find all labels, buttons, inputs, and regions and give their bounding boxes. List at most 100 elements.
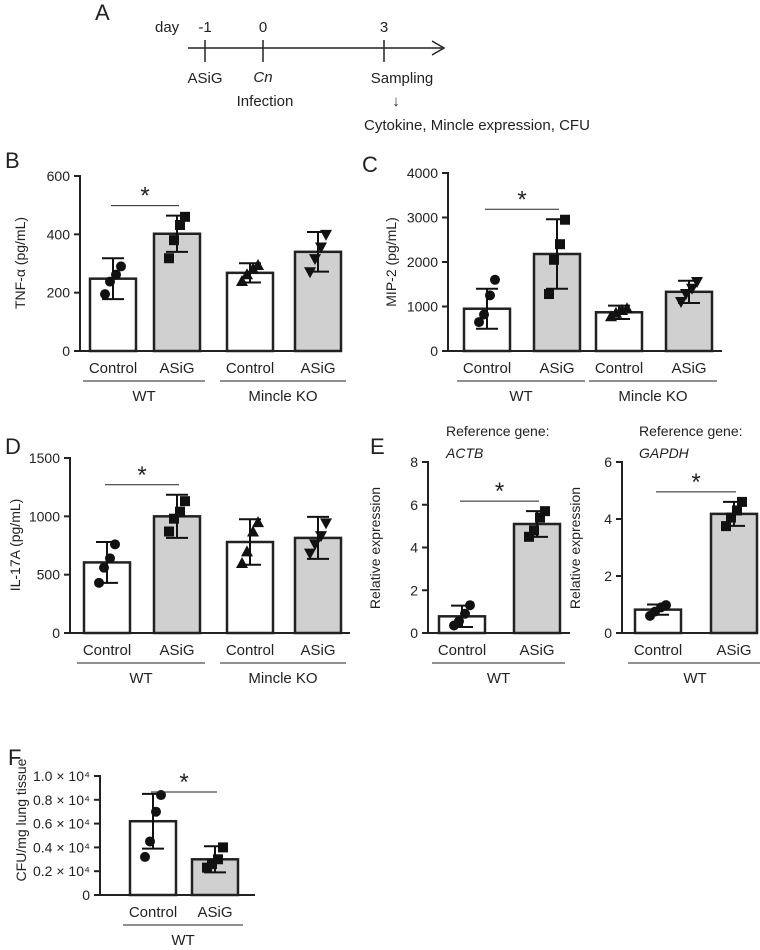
timeline-asig-label: ASiG <box>187 70 222 87</box>
data-point <box>207 859 217 870</box>
y-tick-label: 8 <box>410 454 418 470</box>
data-point <box>320 229 332 241</box>
y-axis-label: MIP-2 (pg/mL) <box>383 217 399 306</box>
data-point <box>164 253 174 264</box>
x-category-label: Control <box>595 360 643 377</box>
data-point <box>252 258 264 270</box>
data-point <box>111 269 121 280</box>
data-point <box>555 239 565 250</box>
chart-title-line1: Reference gene: <box>446 423 550 439</box>
group-label: WT <box>132 388 155 405</box>
y-tick-label: 6 <box>410 497 418 513</box>
panel-label-e: E <box>370 434 385 459</box>
bar-1 <box>709 512 759 635</box>
bar-1 <box>152 232 202 353</box>
x-category-label: ASiG <box>159 642 194 659</box>
data-point <box>241 268 253 280</box>
group-label: Mincle KO <box>248 670 317 687</box>
data-point <box>732 505 742 516</box>
data-point <box>454 616 464 627</box>
data-point <box>180 496 190 507</box>
timeline-day0: 0 <box>259 19 267 36</box>
group-label: WT <box>487 670 510 687</box>
x-category-label: Control <box>226 642 274 659</box>
timeline-day-minus1: -1 <box>198 19 211 36</box>
y-tick-label: 200 <box>47 285 71 301</box>
x-category-label: ASiG <box>539 360 574 377</box>
chart-title-line2: GAPDH <box>639 445 690 461</box>
data-point <box>686 283 698 295</box>
x-category-label: Control <box>83 642 131 659</box>
significance-star: * <box>140 183 149 210</box>
data-point <box>490 274 500 285</box>
data-point <box>156 790 166 801</box>
x-category-label: Control <box>89 360 137 377</box>
y-tick-label: 4 <box>410 540 418 556</box>
data-point <box>315 531 327 543</box>
group-label: Mincle KO <box>248 388 317 405</box>
y-axis-label: Relative expression <box>567 487 583 609</box>
y-tick-label: 1500 <box>29 450 60 466</box>
bar-2 <box>225 271 275 353</box>
x-category-label: ASiG <box>159 360 194 377</box>
chart-c: 0 1000 2000 3000 4000 MIP-2 (pg/mL) Control ASi… <box>383 165 722 405</box>
data-point <box>105 276 115 287</box>
x-category-label: ASiG <box>519 642 554 659</box>
chart-d: 0 500 1000 1500 IL-17A (pg/mL) Control ASiG Con… <box>7 450 350 687</box>
data-point <box>169 235 179 246</box>
x-category-label: ASiG <box>300 642 335 659</box>
timeline-infection-label: Infection <box>237 93 294 110</box>
x-category-label: ASiG <box>197 904 232 921</box>
data-point <box>236 557 248 568</box>
chart-f: 0 0.2 × 10⁴ 0.4 × 10⁴ 0.6 × 10⁴ 0.8 × 10⁴ 1.0… <box>13 758 255 949</box>
y-tick-label: 0 <box>410 625 418 641</box>
y-tick-label: 4 <box>604 511 612 527</box>
x-category-label: ASiG <box>716 642 751 659</box>
chart-b: 0 200 400 600 TNF-α (pg/mL) Control ASiG Contro… <box>12 168 346 405</box>
timeline-day3: 3 <box>380 19 388 36</box>
data-point <box>726 512 736 523</box>
data-point <box>241 545 253 557</box>
data-point <box>252 516 264 528</box>
timeline-sampling-label: Sampling <box>371 70 434 87</box>
y-tick-label: 3000 <box>407 210 438 226</box>
y-tick-label: 400 <box>47 226 71 242</box>
data-point <box>105 553 115 564</box>
y-tick-label: 4000 <box>407 165 438 181</box>
data-point <box>110 539 120 550</box>
y-tick-label: 1.0 × 10⁴ <box>33 768 90 784</box>
data-point <box>465 600 475 611</box>
data-point <box>524 531 534 542</box>
y-tick-label: 0.8 × 10⁴ <box>33 792 90 808</box>
data-point <box>140 851 150 862</box>
x-category-label: ASiG <box>671 360 706 377</box>
panel-label-a: A <box>95 0 110 25</box>
group-label: WT <box>683 670 706 687</box>
data-point <box>94 577 104 588</box>
panel-label-b: B <box>5 148 20 173</box>
significance-star: * <box>517 186 526 213</box>
data-point <box>175 220 185 230</box>
y-tick-label: 0 <box>82 887 90 903</box>
chart-title-line1: Reference gene: <box>639 423 743 439</box>
y-tick-label: 2000 <box>407 254 438 270</box>
data-point <box>309 254 321 266</box>
data-point <box>535 512 545 523</box>
data-point <box>309 539 321 551</box>
timeline-readouts-label: Cytokine, Mincle expression, CFU <box>364 117 590 134</box>
data-point <box>737 496 747 507</box>
data-point <box>479 309 489 320</box>
y-tick-label: 0 <box>430 343 438 359</box>
data-point <box>529 525 539 536</box>
x-category-label: Control <box>129 904 177 921</box>
data-point <box>145 836 155 847</box>
y-tick-label: 600 <box>47 168 71 184</box>
data-point <box>180 211 190 222</box>
data-point <box>304 548 316 560</box>
timeline-day-label: day <box>155 19 180 36</box>
y-tick-label: 0 <box>62 343 70 359</box>
significance-star: * <box>137 462 146 489</box>
data-point <box>621 302 633 314</box>
data-point <box>560 214 570 225</box>
